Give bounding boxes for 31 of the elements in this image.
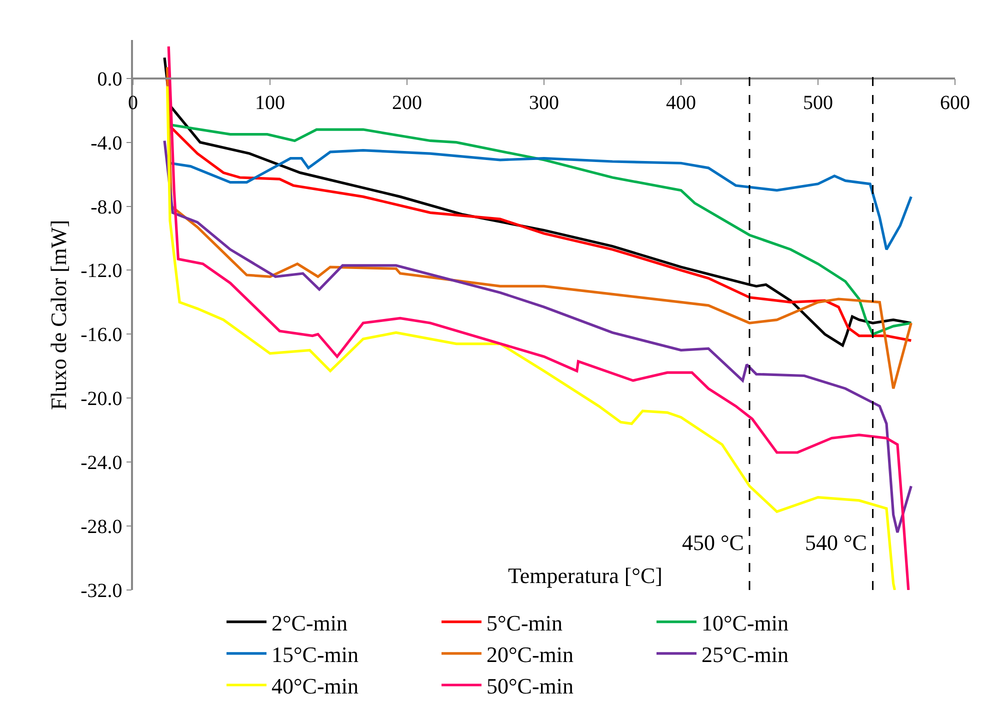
y-tick-label: -8.0 [90, 196, 122, 218]
x-axis-title: Temperatura [°C] [508, 563, 662, 588]
legend-label: 10°C-min [702, 610, 789, 636]
legend-label: 15°C-min [272, 642, 359, 667]
y-tick-label: -4.0 [90, 132, 122, 154]
legend-label: 25°C-min [702, 642, 789, 667]
y-tick-label: -16.0 [80, 324, 122, 346]
x-tick-label: 0 [128, 92, 138, 114]
y-tick-label: -28.0 [80, 516, 122, 538]
ref-line-label: 450 °C [682, 530, 744, 555]
legend-label: 20°C-min [486, 642, 574, 667]
y-tick-label: -12.0 [80, 260, 122, 282]
y-axis-title: Fluxo de Calor [mW] [46, 220, 71, 410]
x-tick-label: 100 [255, 92, 285, 114]
legend-label: 2°C-min [272, 610, 348, 636]
x-tick-label: 200 [392, 92, 422, 114]
y-tick-label: -24.0 [80, 452, 122, 474]
x-tick-label: 300 [529, 92, 559, 114]
y-tick-label: -32.0 [80, 580, 122, 602]
x-tick-label: 600 [940, 92, 970, 114]
line-series [168, 149, 912, 251]
y-tick-label: 0.0 [97, 68, 122, 90]
x-tick-label: 500 [803, 92, 833, 114]
ref-line-label: 540 °C [805, 530, 867, 555]
line-series [163, 139, 912, 534]
y-tick-label: -20.0 [80, 388, 122, 410]
legend-label: 40°C-min [272, 674, 359, 699]
x-tick-label: 400 [666, 92, 696, 114]
legend-label: 5°C-min [486, 610, 563, 636]
line-series [168, 123, 912, 336]
legend-label: 50°C-min [486, 674, 574, 699]
